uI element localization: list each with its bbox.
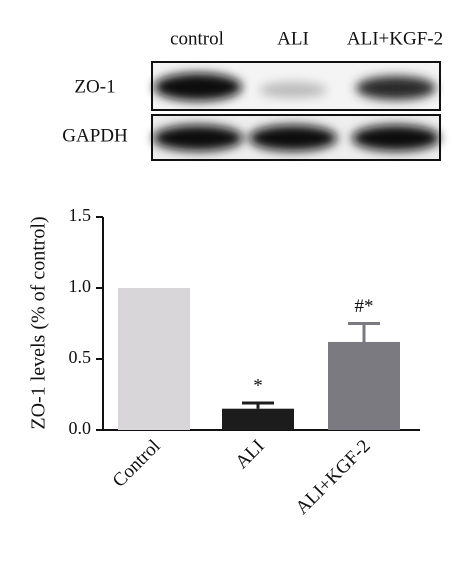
error-bar	[348, 322, 380, 342]
lane-label: ALI+KGF-2	[347, 28, 443, 49]
y-tick-label: 0.5	[69, 347, 92, 367]
annotation: #*	[355, 296, 374, 317]
y-tick-label: 1.5	[69, 205, 92, 225]
blot: control ALI ALI+KGF-2 ZO-1 GAPDH	[62, 28, 443, 161]
row-label: ZO-1	[74, 76, 115, 97]
y-tick-label: 1.0	[69, 276, 92, 296]
lane-label: ALI	[277, 28, 309, 49]
x-tick-label: ALI+KGF-2	[292, 436, 375, 519]
x-tick-label: Control	[109, 436, 165, 492]
bands	[153, 73, 440, 151]
annotation: *	[253, 375, 263, 396]
row-label: GAPDH	[62, 125, 128, 146]
bar	[222, 408, 294, 430]
y-tick-label: 0.0	[69, 418, 92, 438]
bar	[328, 341, 400, 430]
lane-label: control	[170, 28, 224, 49]
y-axis-label: ZO-1 levels (% of control)	[28, 216, 50, 429]
x-tick-label: ALI	[231, 436, 268, 473]
bar	[118, 288, 190, 430]
error-bar	[242, 401, 274, 409]
